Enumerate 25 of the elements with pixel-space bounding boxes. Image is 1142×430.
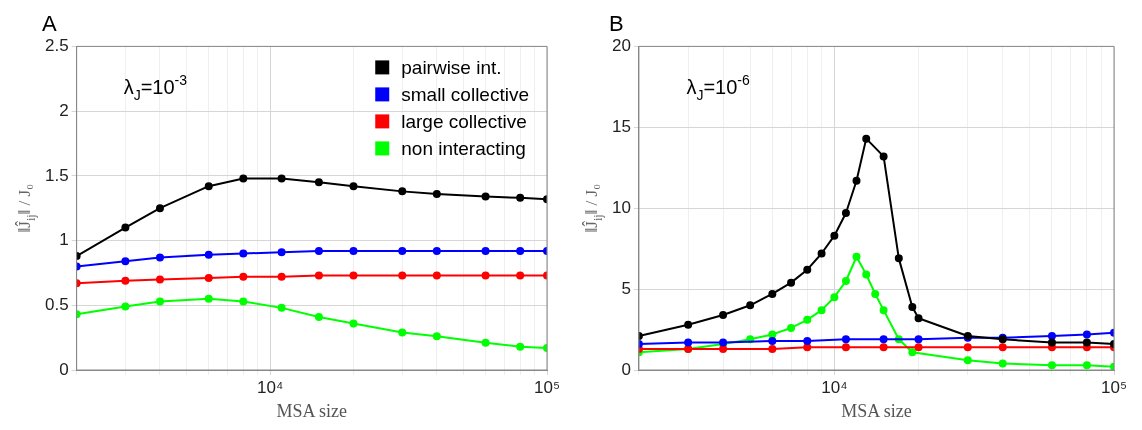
y-tick-label: 0 bbox=[59, 359, 69, 379]
y-tick-label: 5 bbox=[621, 278, 631, 298]
y-tick-label: 2.5 bbox=[44, 36, 69, 56]
y-tick-label: 20 bbox=[611, 36, 631, 56]
legend-label: small collective bbox=[401, 83, 530, 105]
legend-label: non interacting bbox=[401, 137, 526, 159]
x-tick-label: 10⁵ bbox=[1101, 377, 1127, 397]
y-tick-label: 15 bbox=[611, 116, 631, 136]
y-tick-label: 0.5 bbox=[44, 294, 69, 314]
legend-label: large collective bbox=[401, 110, 527, 132]
y-axis-title: ‖Ĵij‖ / J₀ bbox=[15, 183, 39, 233]
chart-title: A bbox=[42, 11, 57, 37]
chart-title: B bbox=[609, 11, 624, 37]
legend-label: pairwise int. bbox=[401, 56, 502, 78]
x-tick-label: 10⁴ bbox=[257, 377, 284, 397]
y-tick-label: 10 bbox=[611, 197, 631, 217]
x-axis-title: MSA size bbox=[276, 400, 348, 421]
x-axis-title: MSA size bbox=[841, 400, 912, 421]
y-tick-label: 1 bbox=[59, 230, 69, 250]
y-tick-label: 2 bbox=[59, 100, 69, 120]
x-tick-label: 10⁵ bbox=[534, 377, 560, 397]
y-tick-label: 0 bbox=[621, 359, 631, 379]
y-tick-label: 1.5 bbox=[44, 165, 69, 185]
y-axis-title: ‖Ĵij‖ / J₀ bbox=[582, 183, 606, 233]
x-tick-label: 10⁴ bbox=[821, 377, 848, 397]
